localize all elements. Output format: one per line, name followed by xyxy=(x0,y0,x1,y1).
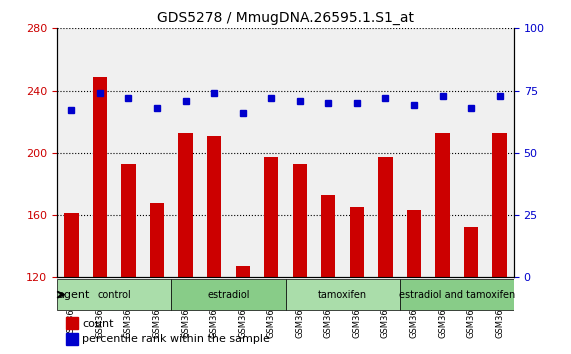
FancyBboxPatch shape xyxy=(286,279,400,310)
Text: estradiol: estradiol xyxy=(207,290,250,299)
Bar xyxy=(407,210,421,277)
FancyBboxPatch shape xyxy=(171,279,286,310)
Bar xyxy=(292,164,307,277)
Bar xyxy=(235,266,250,277)
Bar xyxy=(207,136,221,277)
Bar xyxy=(66,333,78,345)
Text: control: control xyxy=(97,290,131,299)
Text: count: count xyxy=(82,319,114,329)
Bar xyxy=(378,158,392,277)
Bar xyxy=(464,227,478,277)
Bar xyxy=(321,195,335,277)
Bar xyxy=(93,76,107,277)
FancyBboxPatch shape xyxy=(57,279,171,310)
Text: estradiol and tamoxifen: estradiol and tamoxifen xyxy=(399,290,515,299)
Bar xyxy=(150,202,164,277)
Text: percentile rank within the sample: percentile rank within the sample xyxy=(82,334,270,344)
Text: agent: agent xyxy=(58,290,90,299)
Bar xyxy=(349,207,364,277)
Text: GDS5278 / MmugDNA.26595.1.S1_at: GDS5278 / MmugDNA.26595.1.S1_at xyxy=(157,11,414,25)
Bar xyxy=(64,213,78,277)
Bar xyxy=(492,132,506,277)
Bar xyxy=(264,158,278,277)
Bar xyxy=(178,132,193,277)
Bar xyxy=(121,164,135,277)
Text: tamoxifen: tamoxifen xyxy=(318,290,367,299)
Bar xyxy=(435,132,450,277)
Bar xyxy=(66,317,78,330)
FancyBboxPatch shape xyxy=(400,279,514,310)
